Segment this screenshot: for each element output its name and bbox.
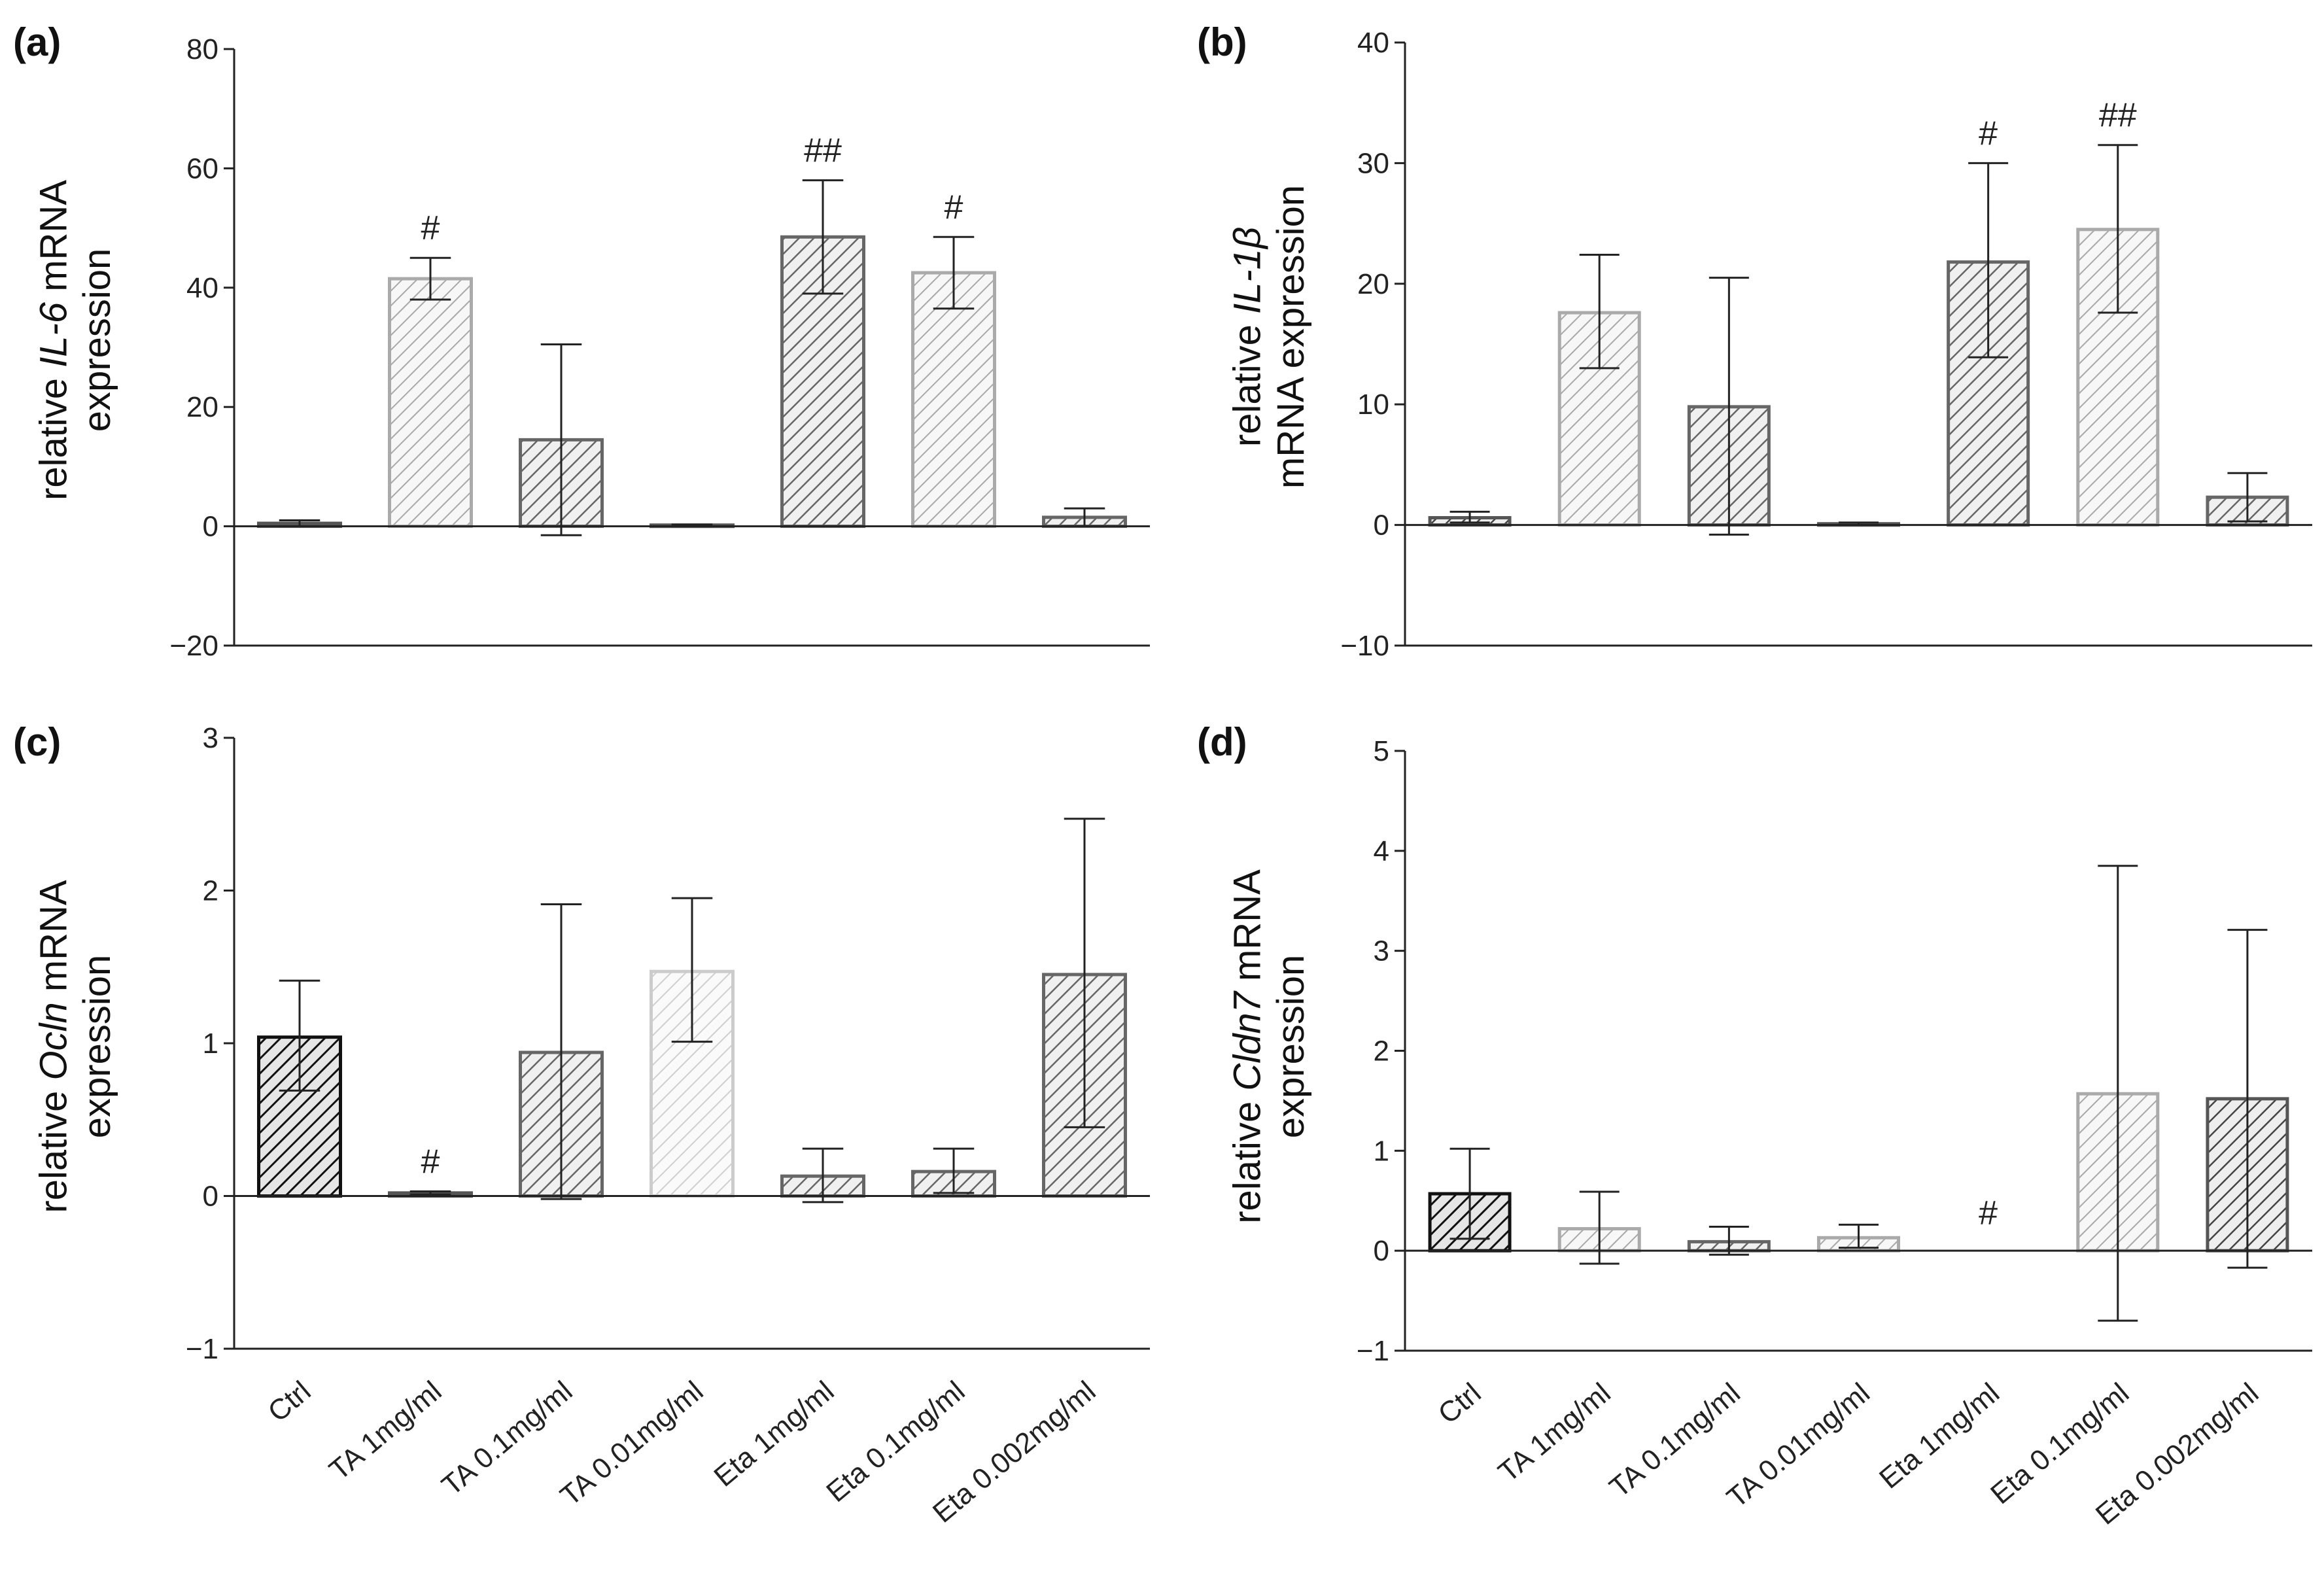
y-tick-label: 3 — [203, 722, 218, 754]
x-tick-label: TA 0.01mg/ml — [1721, 1377, 1876, 1514]
y-tick-label: 1 — [203, 1028, 218, 1060]
panel-b: (b) relative IL-1βmRNA expression −10 0 10 20… — [1197, 20, 2312, 662]
bar — [2076, 228, 2160, 527]
x-tick-label: TA 1mg/ml — [323, 1375, 447, 1487]
y-axis-label-part: Ocln — [32, 1002, 75, 1080]
x-tick-label: TA 1mg/ml — [1493, 1377, 1617, 1489]
significance-label: # — [945, 188, 963, 226]
y-axis-label-part: expression — [76, 249, 118, 432]
x-tick-label: Eta 1mg/ml — [708, 1375, 840, 1493]
panel-label: (d) — [1197, 720, 1247, 764]
y-axis-label-part: relative — [1226, 314, 1268, 447]
y-axis-label-part: expression — [1270, 955, 1312, 1138]
y-tick-label: 40 — [1357, 27, 1389, 59]
y-axis-label-part: IL-1β — [1226, 227, 1268, 314]
y-tick-label: 1 — [1374, 1135, 1389, 1167]
y-tick-label: 60 — [186, 152, 218, 184]
y-axis-label-part: mRNA — [1226, 869, 1268, 992]
y-axis-label-part: IL-6 — [32, 302, 75, 368]
y-tick-label: 2 — [1374, 1035, 1389, 1067]
y-tick-label: 0 — [203, 1181, 218, 1213]
bar — [911, 271, 996, 528]
y-axis-label-part: relative — [32, 368, 75, 500]
y-tick-label: 5 — [1374, 735, 1389, 767]
significance-label: ## — [804, 132, 842, 170]
y-tick-label: 20 — [1357, 268, 1389, 300]
y-tick-label: −1 — [186, 1333, 218, 1365]
x-tick-label: TA 0.1mg/ml — [1604, 1377, 1746, 1504]
significance-label: # — [421, 209, 440, 247]
y-tick-label: −10 — [1340, 630, 1389, 662]
y-axis-label: relative IL-1βmRNA expression — [1226, 185, 1312, 489]
y-axis-label: relative IL-6 mRNAexpression — [32, 180, 118, 500]
y-tick-label: 0 — [1374, 1235, 1389, 1267]
x-tick-label: Ctrl — [1432, 1377, 1487, 1430]
y-tick-label: −1 — [1357, 1335, 1389, 1367]
y-axis-label-part: mRNA — [32, 880, 75, 1002]
y-tick-label: 30 — [1357, 147, 1389, 179]
panel-label: (c) — [13, 720, 61, 764]
x-tick-label: TA 0.01mg/ml — [554, 1375, 709, 1512]
y-tick-label: 20 — [186, 391, 218, 423]
y-tick-label: 4 — [1374, 835, 1389, 867]
y-tick-label: 0 — [203, 511, 218, 543]
y-axis-label-part: mRNA expression — [1270, 185, 1312, 489]
y-tick-label: 80 — [186, 33, 218, 65]
panel-label: (b) — [1197, 20, 1247, 64]
panel-a: (a) relative IL-6 mRNAexpression −20 0 20 40 6… — [13, 20, 1150, 662]
y-axis-label-part: relative — [32, 1081, 75, 1213]
significance-label: ## — [2099, 97, 2137, 135]
y-tick-label: 3 — [1374, 935, 1389, 967]
x-tick-label: TA 0.1mg/ml — [436, 1375, 578, 1502]
y-tick-label: 40 — [186, 272, 218, 304]
y-tick-label: 10 — [1357, 389, 1389, 421]
y-axis-label: relative Cldn7 mRNAexpression — [1226, 869, 1312, 1224]
y-tick-label: 0 — [1374, 510, 1389, 542]
panel-c: (c) relative Ocln mRNAexpression −1 0 1 2 3 # Ct… — [13, 720, 1150, 1529]
panel-d: (d) relative Cldn7 mRNAexpression −1 0 1 2 3 4 5… — [1197, 720, 2312, 1531]
bar — [388, 277, 473, 528]
y-axis-label-part: Cldn7 — [1226, 990, 1268, 1090]
x-tick-label: Eta 1mg/ml — [1873, 1377, 2005, 1495]
y-axis-label-part: relative — [1226, 1091, 1268, 1224]
y-axis-label: relative Ocln mRNAexpression — [32, 880, 118, 1213]
y-tick-label: 2 — [203, 875, 218, 907]
y-axis-label-part: mRNA — [32, 180, 75, 302]
panel-label: (a) — [13, 20, 61, 64]
y-axis-label-part: expression — [76, 955, 118, 1138]
significance-label: # — [421, 1143, 440, 1181]
y-tick-label: −20 — [169, 630, 218, 662]
x-tick-label: Ctrl — [262, 1375, 317, 1429]
significance-label: # — [1979, 1194, 1998, 1232]
significance-label: # — [1979, 114, 1998, 152]
